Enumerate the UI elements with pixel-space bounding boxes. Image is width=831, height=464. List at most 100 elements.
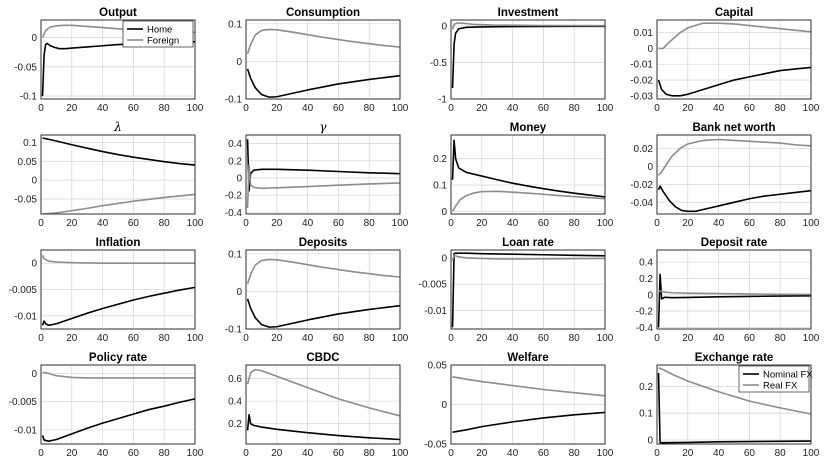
loan-rate-plot-area <box>450 249 606 330</box>
investment-xtick-label: 60 <box>538 103 550 114</box>
cbdc-xtick-label: 40 <box>302 448 314 459</box>
loan-rate-ytick-label: -0.01 <box>424 306 447 317</box>
policy-rate-xtick-label: 0 <box>38 448 44 459</box>
capital-xtick-label: 20 <box>682 103 694 114</box>
loan-rate-title: Loan rate <box>502 237 554 249</box>
gamma-ytick-label: 0.4 <box>228 139 242 150</box>
lambda-series-foreign <box>42 193 196 215</box>
deposits-ytick-label: 0.1 <box>228 249 242 260</box>
deposit-rate-ytick-label: 0.2 <box>639 274 653 285</box>
subplot-lambda: 0 20 40 60 80 100 -0.05 0 0.05 0.1 λ <box>14 120 204 229</box>
cbdc-ytick-label: 0.4 <box>228 397 242 408</box>
output-xtick-label: 60 <box>128 103 140 114</box>
investment-xtick-label: 80 <box>569 103 581 114</box>
consumption-title: Consumption <box>286 7 360 19</box>
deposits-series-foreign <box>246 258 401 285</box>
money-xtick-label: 100 <box>597 218 614 229</box>
inflation-xtick-label: 40 <box>97 333 109 344</box>
gamma-xtick-label: 100 <box>392 218 409 229</box>
welfare-xtick-label: 80 <box>569 448 581 459</box>
deposits-title: Deposits <box>299 237 348 249</box>
bank-net-worth-title: Bank net worth <box>692 122 775 134</box>
welfare-axes-frame <box>450 364 606 445</box>
cbdc-xtick-label: 80 <box>364 448 376 459</box>
output-title: Output <box>99 7 137 19</box>
deposit-rate-xtick-label: 20 <box>682 333 694 344</box>
gamma-ytick-label: -0.2 <box>225 191 243 202</box>
subplot-policy-rate: 0 20 40 60 80 100 -0.01 -0.005 0 Policy rate <box>9 352 204 459</box>
money-series-home <box>451 139 606 198</box>
money-xtick-label: 80 <box>569 218 581 229</box>
subplot-bank-net-worth: 0 20 40 60 80 100 -0.04 -0.02 0 0.02 Bank net wort… <box>630 122 820 229</box>
deposit-rate-ytick-label: 0.4 <box>639 258 653 269</box>
capital-ytick-label: -0.02 <box>630 76 653 87</box>
deposits-xtick-label: 80 <box>364 333 376 344</box>
bank-net-worth-ytick-label: 0 <box>647 162 653 173</box>
inflation-ytick-label: -0.01 <box>14 311 37 322</box>
policy-rate-xtick-label: 60 <box>128 448 140 459</box>
gamma-ytick-label: 0.2 <box>228 156 242 167</box>
capital-series-home <box>657 66 812 97</box>
subplot-cbdc: 0 20 40 60 80 100 0.2 0.4 0.6 CBDC <box>228 352 409 459</box>
welfare-ytick-label: -0.05 <box>424 440 447 451</box>
consumption-ytick-label: -0.1 <box>225 95 243 106</box>
cbdc-xtick-label: 20 <box>271 448 283 459</box>
capital-title: Capital <box>715 7 753 19</box>
gamma-ytick-label: 0 <box>236 173 242 184</box>
loan-rate-xtick-label: 60 <box>538 333 550 344</box>
subplot-deposit-rate: 0 20 40 60 80 100 -0.4 -0.2 0 0.2 0.4 Deposit rate <box>636 237 820 344</box>
cbdc-ytick-label: 0.2 <box>228 419 242 430</box>
deposits-xtick-label: 0 <box>243 333 249 344</box>
inflation-ytick-label: 0 <box>31 259 37 270</box>
welfare-series-foreign <box>452 376 606 397</box>
deposits-xtick-label: 100 <box>392 333 409 344</box>
policy-rate-xtick-label: 40 <box>97 448 109 459</box>
gamma-title: γ <box>319 120 327 134</box>
gamma-ytick-label: -0.4 <box>225 208 243 219</box>
bank-net-worth-ytick-label: 0.02 <box>634 144 654 155</box>
exchange-rate-legend-label-nominal-fx: Nominal FX <box>763 369 813 380</box>
policy-rate-series-home <box>41 398 196 442</box>
policy-rate-series-foreign <box>42 371 195 379</box>
exchange-rate-xtick-label: 0 <box>654 448 660 459</box>
cbdc-series-foreign <box>246 368 401 417</box>
bank-net-worth-ytick-label: -0.04 <box>630 198 653 209</box>
welfare-xtick-label: 20 <box>476 448 488 459</box>
inflation-title: Inflation <box>96 237 141 249</box>
output-ytick-label: -0.1 <box>20 92 38 103</box>
capital-series-foreign <box>658 22 812 50</box>
consumption-series-home <box>246 68 401 98</box>
loan-rate-series-home <box>451 252 606 328</box>
policy-rate-title: Policy rate <box>89 352 147 364</box>
policy-rate-xtick-label: 80 <box>159 448 171 459</box>
deposit-rate-series-foreign <box>658 289 812 296</box>
welfare-series-home <box>452 411 606 433</box>
bank-net-worth-xtick-label: 80 <box>775 218 787 229</box>
subplot-gamma: 0 20 40 60 80 100 -0.4 -0.2 0 0.2 0.4 γ <box>225 120 409 229</box>
bank-net-worth-xtick-label: 0 <box>654 218 660 229</box>
inflation-xtick-label: 80 <box>159 333 171 344</box>
exchange-rate-ytick-label: 0.1 <box>639 409 653 420</box>
deposit-rate-axes-frame <box>656 249 812 330</box>
money-xtick-label: 60 <box>538 218 550 229</box>
deposit-rate-title: Deposit rate <box>701 237 767 249</box>
inflation-ytick-label: -0.005 <box>9 285 38 296</box>
investment-plot-area <box>450 19 606 100</box>
deposit-rate-ytick-label: 0 <box>647 290 653 301</box>
welfare-xtick-label: 0 <box>448 448 454 459</box>
inflation-xtick-label: 60 <box>128 333 140 344</box>
cbdc-plot-area <box>245 364 401 445</box>
lambda-ytick-label: 0 <box>31 176 37 187</box>
capital-xtick-label: 80 <box>775 103 787 114</box>
loan-rate-ytick-label: 0 <box>441 253 447 264</box>
deposits-series-home <box>246 298 401 328</box>
lambda-xtick-label: 60 <box>128 218 140 229</box>
investment-ytick-label: 0 <box>441 21 447 32</box>
lambda-plot-area <box>40 134 196 215</box>
consumption-xtick-label: 40 <box>302 103 314 114</box>
lambda-series-home <box>42 137 196 166</box>
loan-rate-xtick-label: 40 <box>507 333 519 344</box>
investment-ytick-label: -1 <box>438 95 447 106</box>
